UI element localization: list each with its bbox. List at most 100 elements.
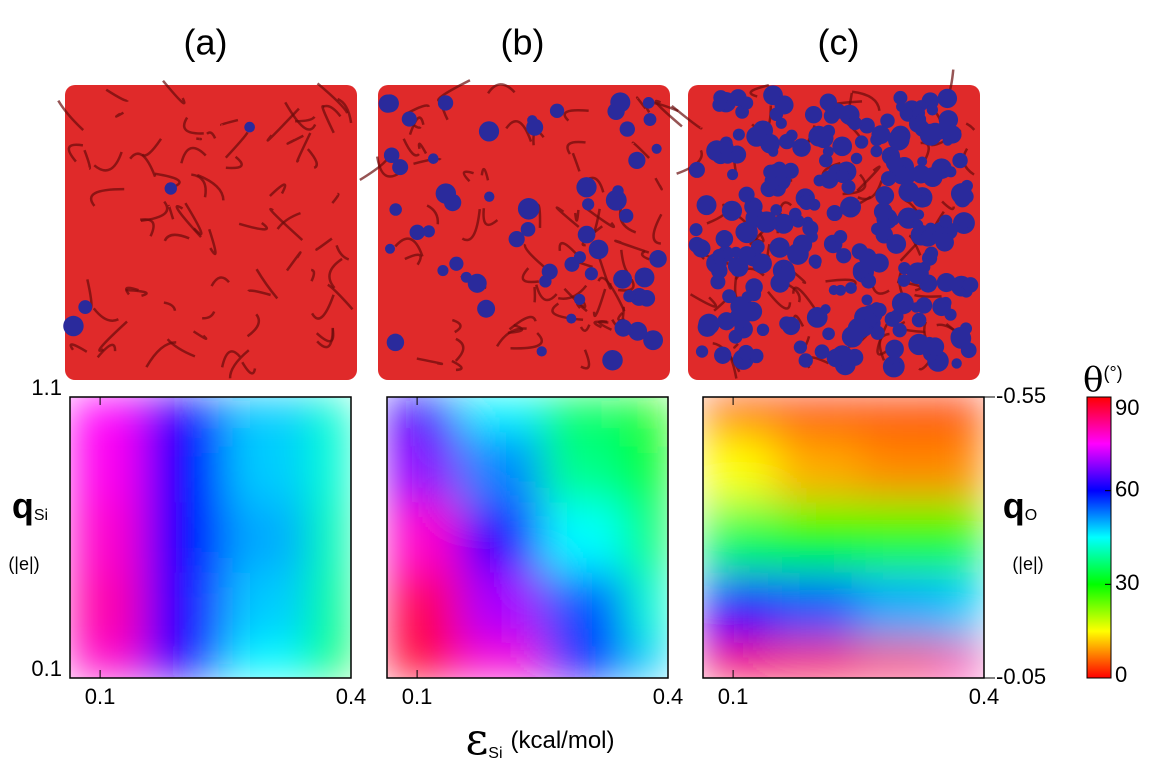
snapshot-atom (916, 297, 932, 313)
heatmap-cell (942, 643, 984, 679)
y-tick-label: 1.1 (31, 375, 62, 400)
snapshot-atom (775, 95, 794, 114)
snapshot-atom (574, 251, 586, 263)
snapshot-atom (381, 94, 399, 112)
heatmap-cell (387, 643, 459, 679)
snapshot-atom (898, 262, 910, 274)
snapshot-atom (437, 265, 448, 276)
snapshot-atom (428, 153, 439, 164)
axis-label: qO (1003, 485, 1037, 526)
snapshot-atom (643, 97, 655, 109)
snapshot-atom (809, 254, 822, 267)
snapshot-atom (958, 215, 971, 228)
snapshot-atom (805, 106, 822, 123)
snapshot-atom (757, 324, 769, 336)
heatmap-cell (459, 502, 543, 573)
heatmap-cell (142, 502, 226, 573)
snapshot-atom (63, 316, 83, 336)
snapshot-atom (585, 267, 598, 280)
snapshot-atom (623, 290, 635, 302)
heatmap-cell (703, 502, 775, 573)
heatmap-cell (70, 643, 142, 679)
snapshot-groove (768, 244, 770, 257)
heatmap-cell (226, 397, 310, 433)
snapshot-atom (820, 170, 838, 188)
snapshot-atom (848, 318, 870, 340)
heatmap-cell (543, 432, 627, 503)
heatmap-cell (859, 573, 943, 644)
snapshot-atom (387, 334, 404, 351)
snapshot-atom (963, 277, 978, 292)
heatmap-cell (942, 397, 984, 433)
snapshot-atom (738, 345, 753, 360)
snapshot-atom (782, 317, 800, 335)
heatmap-cell (543, 573, 627, 644)
snapshot-atom (727, 169, 738, 180)
x-tick-label: 0.4 (653, 684, 684, 709)
snapshot-atom (740, 97, 753, 110)
axis-symbol: q (12, 485, 34, 526)
snapshot-atom (756, 211, 777, 232)
snapshot-atom (916, 114, 926, 124)
heatmap-cell (703, 573, 775, 644)
snapshot-atom (815, 344, 830, 359)
colorbar-tick-label: 0 (1115, 662, 1127, 687)
snapshot-atom (628, 152, 645, 169)
heatmap-cell (459, 397, 543, 433)
heatmap-cell (309, 502, 351, 573)
heatmap-cell (459, 643, 543, 679)
snapshot-atom (385, 244, 395, 254)
snapshot-atom (436, 183, 456, 203)
heatmap-cell (775, 643, 859, 679)
snapshot-atom (410, 225, 425, 240)
snapshot-atom (716, 230, 734, 248)
snapshot-atom (925, 223, 936, 234)
snapshot-atom (862, 294, 873, 305)
snapshot-atom (689, 162, 705, 178)
snapshot-atom (635, 268, 655, 288)
heatmap-cell (626, 502, 668, 573)
snapshot-atom (719, 140, 734, 155)
snapshot-atom (644, 113, 657, 126)
snapshot-atom (872, 303, 886, 317)
snapshot-atom (752, 254, 772, 274)
heatmap-cell (703, 643, 775, 679)
snapshot-atom (827, 349, 845, 367)
heatmap-cell (70, 573, 142, 644)
heatmap-cell (70, 397, 142, 433)
snapshot-atom (619, 209, 633, 223)
snapshot-atom (620, 121, 635, 136)
snapshot-atom (932, 298, 951, 317)
snapshot-atom (783, 163, 799, 179)
heatmap-cell (387, 502, 459, 573)
snapshot-atom (912, 220, 923, 231)
snapshot-atom (449, 257, 463, 271)
heatmap-cell (775, 432, 859, 503)
snapshot-atom (789, 208, 801, 220)
snapshot (360, 80, 682, 380)
snapshot-atom (566, 314, 576, 324)
snapshot-atom (881, 171, 896, 186)
snapshot-atom (937, 273, 956, 292)
heatmap-cell (142, 573, 226, 644)
snapshot-atom (855, 135, 868, 148)
heatmap-cell (859, 643, 943, 679)
snapshot-atom (822, 327, 835, 340)
x-tick-label: 0.1 (85, 684, 116, 709)
snapshot-atom (763, 165, 778, 180)
colorbar-tick-label: 30 (1115, 570, 1139, 595)
heatmap-cell (859, 502, 943, 573)
snapshot-atom (951, 183, 972, 204)
snapshot-atom (477, 300, 495, 318)
snapshot-atom (628, 322, 647, 341)
snapshot-atom (550, 104, 564, 118)
heatmap-cell (626, 397, 668, 433)
y2-tick-label: -0.55 (996, 383, 1046, 408)
heatmap-cell (543, 397, 627, 433)
panel-label: (c) (818, 22, 860, 63)
snapshot-atom (859, 118, 875, 134)
snapshot-atom (578, 226, 596, 244)
snapshot-atom (697, 195, 717, 215)
snapshot-atom (943, 125, 961, 143)
heatmap-cell (942, 432, 984, 503)
